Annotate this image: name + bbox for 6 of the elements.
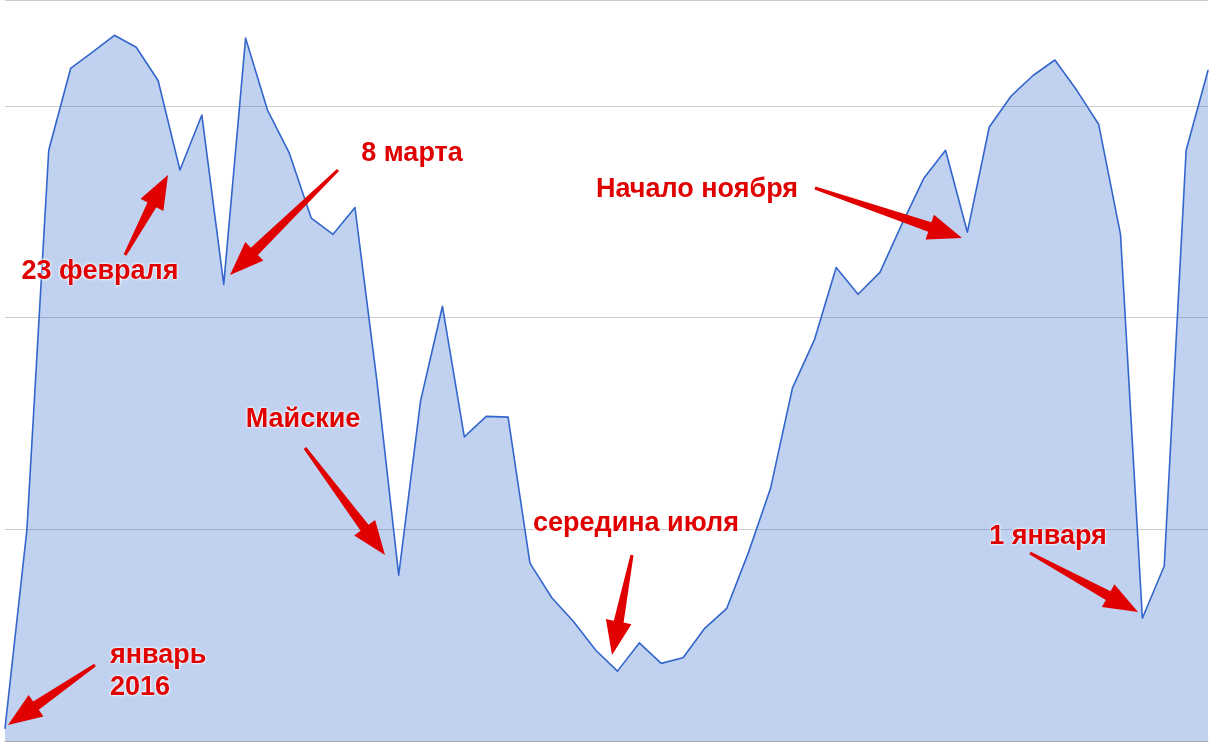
annotation: середина июля bbox=[533, 506, 739, 538]
annotation: Начало ноября bbox=[595, 172, 799, 204]
annotation: Майские bbox=[245, 402, 361, 434]
annotation: 8 марта bbox=[361, 136, 463, 168]
annotation: январь 2016 bbox=[110, 638, 208, 702]
annotation: 1 января bbox=[989, 519, 1107, 551]
